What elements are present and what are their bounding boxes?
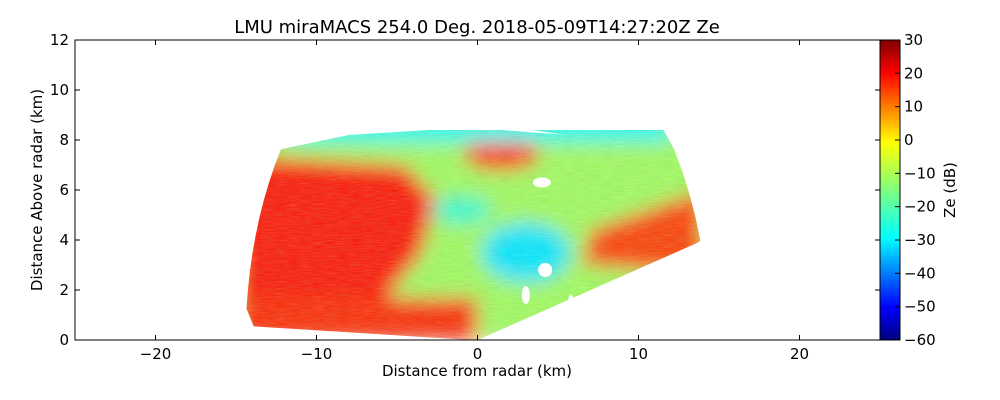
colorbar-tick-label: −20	[904, 198, 936, 216]
colorbar-tick-label: −50	[904, 298, 936, 316]
echo-gap	[538, 263, 553, 277]
echo-gap	[521, 286, 530, 304]
chart-title: LMU miraMACS 254.0 Deg. 2018-05-09T14:27…	[234, 17, 720, 38]
x-axis: −20 −10 0 10 20	[140, 40, 809, 363]
colorbar-tick-label: −10	[904, 164, 936, 182]
echo-gap	[567, 294, 574, 311]
y-tick-label: 2	[59, 281, 69, 299]
y-tick-label: 10	[50, 81, 69, 99]
y-tick-label: 12	[50, 31, 69, 49]
colorbar-tick-label: −40	[904, 264, 936, 282]
colorbar-tick-label: 0	[904, 131, 914, 149]
colorbar-tick-label: 10	[904, 98, 923, 116]
x-tick-label: −20	[140, 345, 172, 363]
radar-echo	[246, 130, 701, 340]
x-tick-label: −10	[301, 345, 333, 363]
colorbar	[879, 39, 901, 341]
x-axis-label: Distance from radar (km)	[382, 362, 572, 380]
echo-gap	[532, 177, 551, 188]
echo-texture	[246, 130, 701, 340]
x-tick-label: 0	[473, 345, 483, 363]
colorbar-tick-label: 20	[904, 64, 923, 82]
colorbar-tick-label: −30	[904, 231, 936, 249]
x-tick-label: 10	[629, 345, 648, 363]
y-tick-label: 8	[59, 131, 69, 149]
y-axis: 0 2 4 6 8 10 12	[50, 31, 880, 349]
y-tick-label: 6	[59, 181, 69, 199]
colorbar-tick-label: 30	[904, 31, 923, 49]
y-tick-label: 0	[59, 331, 69, 349]
colorbar-tick-label: −60	[904, 331, 936, 349]
colorbar-label: Ze (dB)	[941, 162, 959, 218]
colorbar-ticks: 30 20 10 0 −10 −20 −30 −40 −50 −60	[895, 31, 936, 349]
x-tick-label: 20	[790, 345, 809, 363]
y-tick-label: 4	[59, 231, 69, 249]
y-axis-label: Distance Above radar (km)	[28, 89, 46, 291]
